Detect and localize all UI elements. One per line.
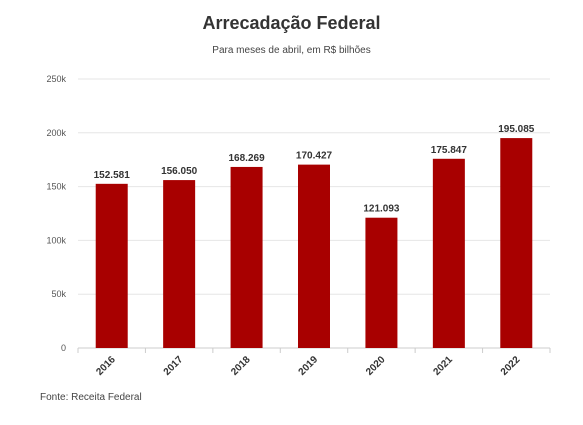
bar <box>432 158 465 348</box>
x-tick-label: 2022 <box>499 354 523 378</box>
data-labels: 152.581 156.050 168.269 170.427 121.093 175.8… <box>94 124 535 215</box>
x-tick-label: 2019 <box>297 354 321 378</box>
bar-chart: 0 50k 100k 150k 200k 250k 152.581 156.050 168.2… <box>46 74 551 378</box>
y-tick-label: 200k <box>46 128 66 138</box>
data-label: 195.085 <box>498 124 535 135</box>
bar <box>230 166 263 348</box>
bar <box>163 180 196 348</box>
data-label: 168.269 <box>228 153 265 164</box>
chart-title: Arrecadação Federal <box>202 13 381 33</box>
y-tick-label: 100k <box>46 235 66 245</box>
x-tick-label: 2021 <box>431 354 455 378</box>
y-tick-label: 250k <box>46 74 66 84</box>
x-tick-label: 2020 <box>364 354 388 378</box>
x-axis-ticks: 2016 2017 2018 2019 2020 2021 2022 <box>77 348 551 378</box>
bar <box>365 217 398 348</box>
chart-subtitle: Para meses de abril, em R$ bilhões <box>212 45 371 56</box>
x-tick-label: 2017 <box>162 354 186 378</box>
y-axis-ticks: 0 50k 100k 150k 200k 250k <box>46 74 66 353</box>
bar <box>95 183 128 348</box>
data-label: 156.050 <box>161 166 198 177</box>
bars <box>95 138 533 348</box>
data-label: 175.847 <box>431 145 468 156</box>
data-label: 152.581 <box>94 170 131 181</box>
y-tick-label: 150k <box>46 182 66 192</box>
bar <box>298 164 330 348</box>
x-tick-label: 2016 <box>94 354 118 378</box>
data-label: 170.427 <box>296 151 333 162</box>
y-tick-label: 0 <box>61 343 66 353</box>
bar <box>500 138 533 348</box>
source-note: Fonte: Receita Federal <box>40 392 142 403</box>
y-tick-label: 50k <box>51 289 66 299</box>
data-label: 121.093 <box>363 204 400 215</box>
x-tick-label: 2018 <box>229 354 253 378</box>
